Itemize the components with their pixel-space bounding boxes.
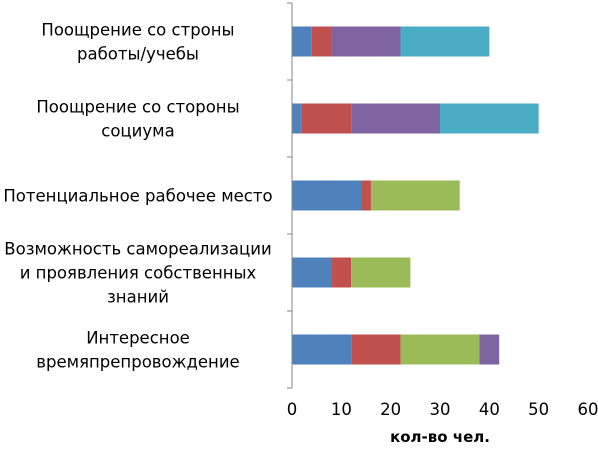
axes (287, 3, 292, 388)
bar-segment (292, 258, 331, 288)
bar-segment (479, 335, 499, 365)
x-tick-label: 10 (331, 400, 352, 419)
x-tick-label: 60 (578, 400, 598, 419)
bar-segment (401, 335, 480, 365)
bar-segment (292, 335, 351, 365)
bar-segment (361, 181, 371, 211)
bar-segment (292, 181, 361, 211)
x-tick-label: 50 (528, 400, 549, 419)
bar-segment (351, 104, 440, 134)
bar-segment (302, 104, 351, 134)
bar-segment (331, 27, 400, 57)
bar-segment (440, 104, 539, 134)
bar-segment (312, 27, 332, 57)
x-axis-title: кол-во чел. (390, 428, 490, 446)
bars (292, 27, 539, 365)
bar-segment (292, 27, 312, 57)
bar-segment (351, 335, 400, 365)
category-label: Потенциальное рабочее место (3, 187, 272, 206)
bar-segment (331, 258, 351, 288)
bar-segment (351, 258, 410, 288)
x-tick-label: 30 (430, 400, 451, 419)
x-tick-labels: 0 10 20 30 40 50 60 (287, 400, 598, 419)
x-tick-label: 40 (479, 400, 500, 419)
bar-segment (292, 104, 302, 134)
bar-segment (371, 181, 460, 211)
x-tick-label: 0 (287, 400, 298, 419)
bar-segment (401, 27, 490, 57)
x-tick-label: 20 (380, 400, 401, 419)
